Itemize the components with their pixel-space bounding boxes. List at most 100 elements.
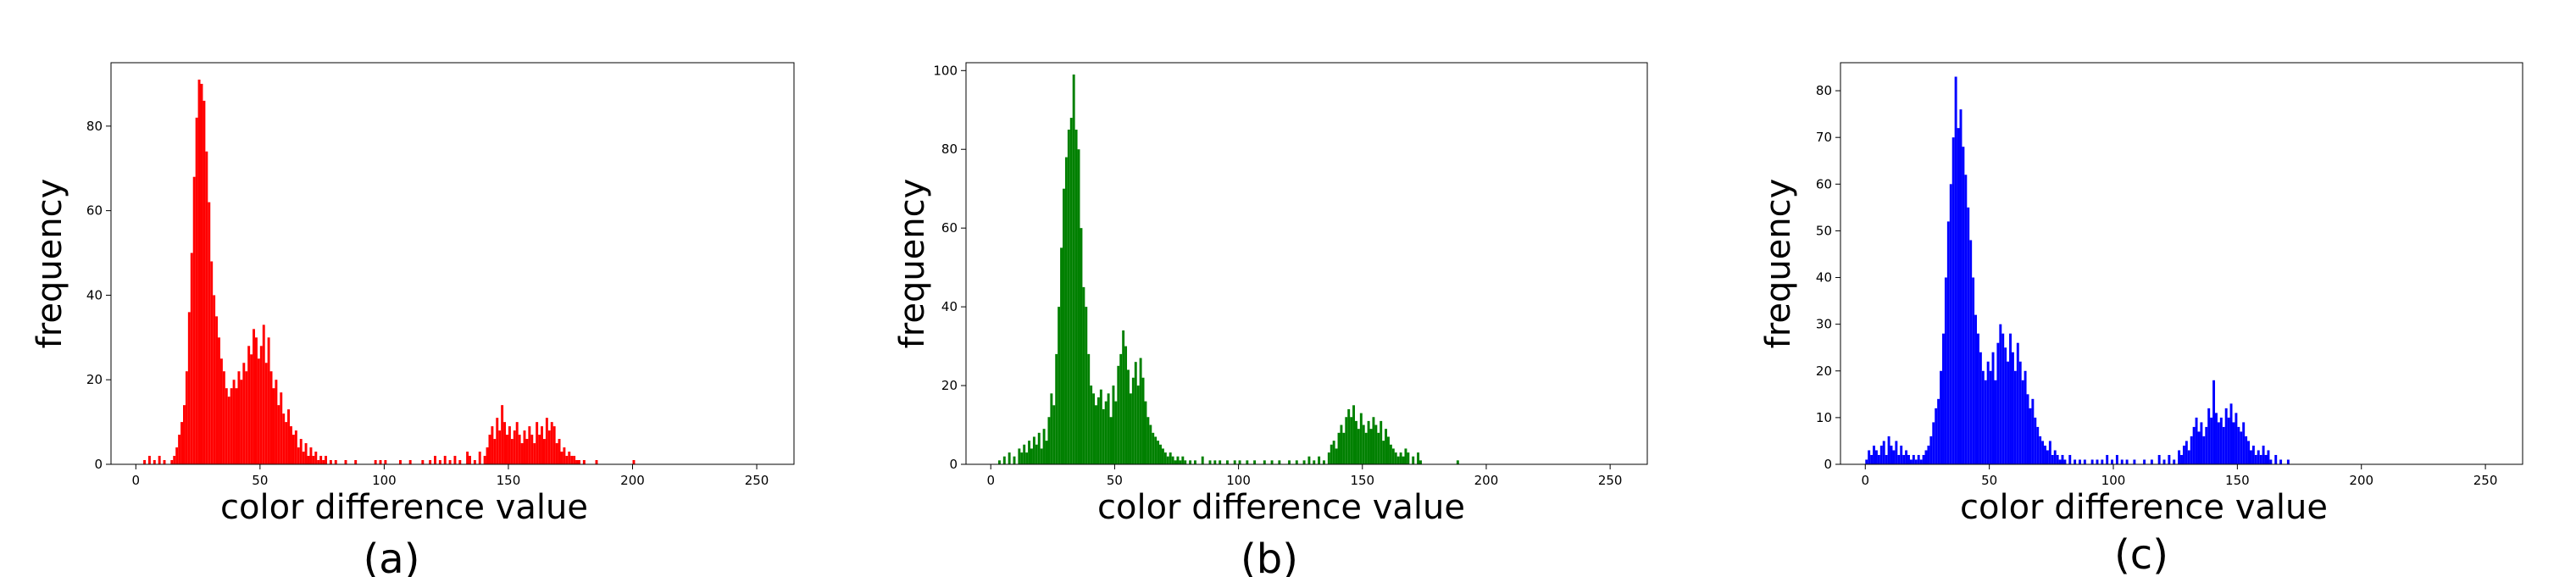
histogram-bar xyxy=(2031,398,2035,464)
histogram-bar xyxy=(2168,454,2171,464)
histogram-bar xyxy=(1085,307,1088,464)
y-tick-label: 80 xyxy=(86,119,103,134)
histogram-bar xyxy=(208,202,211,464)
histogram-bar xyxy=(1902,454,1906,464)
histogram-bar xyxy=(1885,454,1888,464)
histogram-bar xyxy=(1152,432,1155,464)
histogram-bar xyxy=(469,456,471,464)
histogram-bar xyxy=(466,452,469,464)
histogram-bar xyxy=(513,430,516,464)
histogram-bar xyxy=(2200,422,2203,464)
histogram-bar xyxy=(1157,441,1160,464)
histogram-bar xyxy=(1994,380,1997,464)
histogram-bar xyxy=(1092,393,1096,464)
histogram-bar xyxy=(453,456,457,464)
histogram-bar xyxy=(230,388,233,464)
histogram-bar xyxy=(1189,460,1192,464)
histogram-bar xyxy=(1139,358,1142,464)
histogram-bar xyxy=(2021,380,2024,464)
panel-caption: (a) xyxy=(364,535,420,577)
histogram-bar xyxy=(2001,333,2005,464)
histogram-bar xyxy=(1144,401,1147,464)
histogram-bar xyxy=(2096,459,2099,464)
histogram-bar xyxy=(269,371,273,464)
histogram-bar xyxy=(501,405,504,464)
histogram-bar xyxy=(250,354,253,464)
histogram-bar xyxy=(1025,452,1029,464)
histogram-bar xyxy=(2106,454,2109,464)
histogram-bar xyxy=(1954,76,1957,464)
histogram-bar xyxy=(536,422,539,464)
histogram-bar xyxy=(491,426,494,464)
histogram-bar xyxy=(2229,403,2233,464)
histogram-bar xyxy=(147,456,151,464)
histogram-bar xyxy=(2187,450,2190,464)
histogram-bar xyxy=(1045,441,1048,464)
histogram-bar xyxy=(325,456,327,464)
histogram-bar xyxy=(1367,420,1370,464)
histogram-bar xyxy=(2219,417,2223,464)
x-tick-label: 250 xyxy=(2473,473,2498,488)
histogram-bar xyxy=(1037,432,1041,464)
histogram-bar xyxy=(1323,460,1325,464)
histogram-bar xyxy=(2205,426,2208,464)
histogram-bar xyxy=(2120,459,2124,464)
histogram-bar xyxy=(525,439,529,464)
histogram-bar xyxy=(568,452,571,464)
histogram-bar xyxy=(277,405,280,464)
histogram-bar xyxy=(1873,445,1875,464)
histogram-bar xyxy=(1127,369,1130,464)
histogram-bar xyxy=(1382,441,1385,464)
histogram-bar xyxy=(998,460,1001,464)
histogram-bar xyxy=(555,443,558,464)
histogram-bar xyxy=(2068,454,2072,464)
histogram-bar xyxy=(2061,454,2064,464)
histogram-bar xyxy=(280,392,283,464)
x-tick-label: 150 xyxy=(2225,473,2250,488)
histogram-bar xyxy=(1246,460,1249,464)
histogram-bar xyxy=(192,176,196,464)
panel-caption: (b) xyxy=(1241,535,1298,577)
histogram-bar xyxy=(2217,422,2220,464)
histogram-bar xyxy=(1372,417,1375,464)
histogram-bar xyxy=(1350,417,1353,464)
histogram-bar xyxy=(1107,393,1110,464)
x-tick-label: 250 xyxy=(745,473,769,488)
histogram-bar xyxy=(1974,314,1977,464)
histogram-bar xyxy=(1032,436,1035,464)
x-tick-label: 200 xyxy=(2349,473,2373,488)
histogram-bar xyxy=(299,439,303,464)
histogram-bar xyxy=(1979,352,1982,464)
histogram-bar xyxy=(187,312,191,464)
histogram-bar xyxy=(438,460,441,464)
histogram-bar xyxy=(2029,408,2032,464)
y-tick-label: 40 xyxy=(941,299,958,314)
histogram-bar xyxy=(1318,456,1321,464)
histogram-bar xyxy=(1008,452,1011,464)
histogram-bar xyxy=(1359,413,1363,464)
histogram-bar xyxy=(2192,426,2196,464)
histogram-bar xyxy=(1394,452,1397,464)
histogram-bar xyxy=(225,388,228,464)
histogram-bar xyxy=(1184,460,1187,464)
histogram-bar xyxy=(1238,460,1241,464)
y-axis-label: frequency xyxy=(31,179,69,349)
histogram-bar xyxy=(545,418,548,464)
histogram-bar xyxy=(1307,456,1311,464)
histogram-bar xyxy=(434,456,436,464)
histogram-bar xyxy=(2026,394,2029,464)
histogram-bar xyxy=(245,371,248,464)
x-tick-label: 150 xyxy=(1350,473,1374,488)
histogram-bar xyxy=(170,460,174,464)
histogram-bar xyxy=(1986,361,1990,464)
histogram-bar xyxy=(1877,454,1880,464)
histogram-bar xyxy=(1117,365,1120,464)
histogram-bar xyxy=(1095,405,1097,464)
histogram-bar xyxy=(515,422,519,464)
histogram-bar xyxy=(2083,459,2086,464)
histogram-bar xyxy=(2016,342,2019,464)
histogram-bar xyxy=(312,456,315,464)
x-tick-label: 200 xyxy=(620,473,645,488)
